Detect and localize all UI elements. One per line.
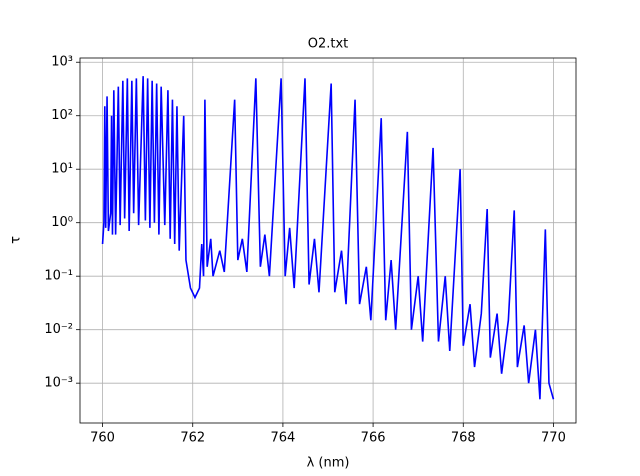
chart-title: O2.txt (308, 37, 349, 52)
x-tick-label: 766 (361, 431, 386, 446)
y-axis-label: τ (9, 236, 24, 244)
y-tick-label: 10⁰ (51, 215, 73, 230)
y-tick-label: 10⁻³ (44, 376, 73, 391)
y-tick-label: 10¹ (51, 162, 73, 177)
y-tick-label: 10⁻¹ (44, 269, 73, 284)
x-tick-label: 760 (90, 431, 115, 446)
x-tick-label: 770 (541, 431, 566, 446)
y-tick-label: 10³ (51, 55, 73, 70)
x-tick-label: 762 (180, 431, 205, 446)
y-tick-label: 10⁻² (44, 322, 73, 337)
data-line (101, 76, 555, 400)
plot-frame (79, 57, 577, 424)
y-tick-label: 10² (51, 108, 73, 123)
x-tick-label: 768 (451, 431, 476, 446)
x-tick-label: 764 (270, 431, 295, 446)
x-axis-label: λ (nm) (307, 456, 350, 471)
